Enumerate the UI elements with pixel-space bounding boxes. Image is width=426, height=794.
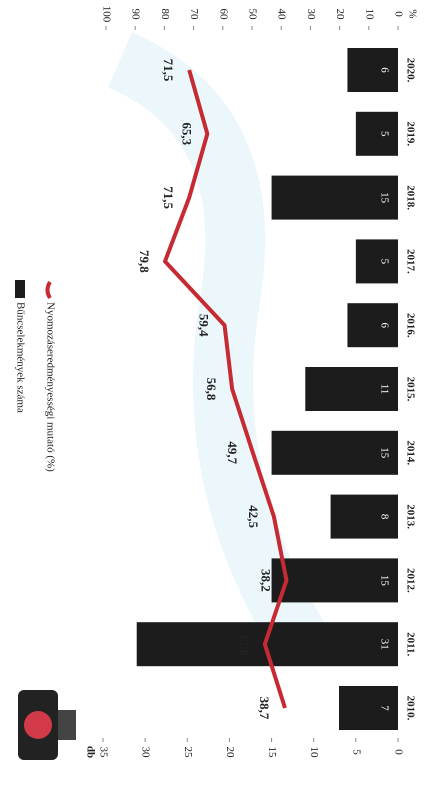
bar	[339, 686, 398, 730]
bar-label: 15	[378, 192, 390, 204]
data-label: 59,4	[197, 314, 212, 337]
y-tick-label: 5	[350, 749, 362, 755]
y2-tick-label: 20	[334, 9, 346, 21]
y2-tick-label: 100	[100, 6, 112, 23]
bar-label: 5	[378, 131, 390, 137]
y-tick-label: 20	[224, 747, 236, 759]
y-tick-label: 10	[308, 747, 320, 759]
bar	[136, 622, 398, 667]
data-label: 71,5	[161, 59, 176, 82]
bar	[305, 367, 398, 411]
data-label: 65,3	[179, 122, 194, 145]
y-tick-label: 15	[266, 747, 278, 759]
x-tick-label: 2014.	[404, 440, 416, 465]
x-tick-label: 2019.	[404, 121, 416, 146]
bar	[347, 48, 398, 92]
x-tick-label: 2017.	[404, 249, 416, 274]
data-label: 79,8	[137, 250, 152, 273]
bar	[347, 303, 398, 348]
legend-swatch	[15, 280, 25, 298]
x-tick-label: 2013.	[404, 504, 416, 529]
y2-tick-label: 10	[363, 9, 375, 21]
x-tick-label: 2012.	[404, 568, 416, 593]
x-tick-label: 2020.	[404, 58, 416, 83]
legend-swatch	[45, 280, 52, 300]
y-tick-label: 30	[140, 747, 152, 759]
data-label: 42,5	[246, 505, 261, 528]
y-axis-label: db	[84, 746, 96, 758]
bar-label: 5	[378, 259, 390, 265]
bar	[271, 175, 398, 220]
x-tick-label: 2015.	[404, 377, 416, 402]
y-tick-label: 25	[182, 747, 194, 759]
bar-label: 11	[378, 384, 390, 395]
x-tick-label: 2016.	[404, 313, 416, 338]
y-tick-label: 0	[392, 749, 404, 755]
data-label: 45,6	[237, 633, 252, 656]
logo	[18, 690, 76, 760]
bar	[271, 558, 398, 603]
data-label: 38,2	[258, 569, 273, 592]
y2-tick-label: 80	[159, 9, 171, 21]
bar-label: 8	[378, 514, 390, 520]
x-tick-label: 2018.	[404, 185, 416, 210]
y2-tick-label: 40	[276, 9, 288, 21]
legend-label: Bűncselekmények száma	[14, 302, 26, 413]
y2-tick-label: 70	[188, 9, 200, 21]
y-tick-label: 35	[97, 747, 109, 759]
x-tick-label: 2011.	[404, 632, 416, 656]
y2-tick-label: 50	[246, 9, 258, 21]
bar	[355, 111, 398, 156]
logo-shape	[24, 711, 52, 739]
bar-label: 31	[378, 639, 390, 650]
bar-label: 6	[378, 67, 390, 73]
bar	[330, 494, 398, 539]
bar-label: 6	[378, 322, 390, 328]
data-label: 71,5	[161, 186, 176, 209]
logo-shape	[58, 710, 76, 740]
data-label: 38,7	[257, 697, 272, 720]
line	[162, 69, 289, 709]
y2-tick-label: 0	[392, 11, 404, 17]
bar	[355, 239, 398, 284]
legend-label: Nyomozáseredményességi mutató (%)	[44, 302, 56, 472]
bar	[271, 430, 398, 475]
y2-axis-label: %	[406, 9, 418, 18]
y2-tick-label: 60	[217, 9, 229, 21]
bar-label: 7	[378, 705, 390, 711]
watermark	[107, 32, 326, 656]
data-label: 49,7	[225, 441, 240, 464]
data-label: 56,8	[204, 378, 219, 401]
x-tick-label: 2010.	[404, 696, 416, 721]
y2-tick-label: 30	[305, 9, 317, 21]
bar-label: 15	[378, 575, 390, 587]
y2-tick-label: 90	[130, 9, 142, 21]
bar-label: 15	[378, 447, 390, 459]
